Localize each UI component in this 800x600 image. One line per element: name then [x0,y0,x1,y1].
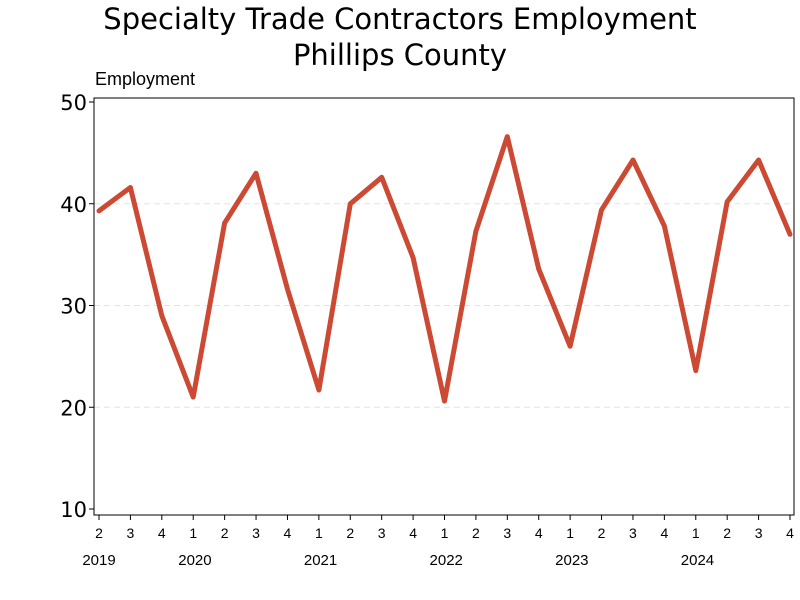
x-tick-label: 1 [692,525,700,541]
y-axis-label: Employment [95,69,195,89]
data-point [505,134,510,139]
x-year-label: 2023 [555,552,588,569]
gridlines [94,203,794,408]
data-point [285,287,290,292]
data-point [662,224,667,229]
x-tick-label: 4 [660,525,668,541]
x-tick-label: 2 [723,525,731,541]
data-point [222,221,227,226]
x-tick-label: 3 [755,525,763,541]
x-tick-label: 1 [441,525,449,541]
x-year-label: 2019 [82,552,115,569]
x-year-label: 2024 [681,552,714,569]
x-tick-label: 3 [503,525,511,541]
x-tick-label: 1 [315,525,323,541]
data-point [254,171,259,176]
x-tick-label: 2 [221,525,229,541]
y-tick-label: 40 [60,193,87,217]
x-year-label: 2022 [430,552,463,569]
y-tick-label: 10 [60,498,87,522]
x-tick-label: 3 [629,525,637,541]
data-point [411,255,416,260]
data-point [128,185,133,190]
chart-title: Specialty Trade Contractors Employment [103,2,697,36]
data-point [379,175,384,180]
data-point [693,368,698,373]
data-point [599,207,604,212]
x-tick-label: 3 [127,525,135,541]
x-tick-label: 3 [378,525,386,541]
x-tick-label: 3 [252,525,260,541]
data-point [756,157,761,162]
chart-title-block: Specialty Trade Contractors Employment P… [0,0,800,73]
data-point [191,395,196,400]
x-tick-label: 4 [409,525,417,541]
series-group [96,134,793,404]
x-tick-label: 2 [598,525,606,541]
data-point [788,232,792,237]
x-axis: 2 3 4 1 2 3 4 1 2 3 4 1 2 3 4 1 2 3 4 1 2 3 4 2019 2020 2021 2022 2… [82,515,794,569]
x-year-label: 2021 [304,552,337,569]
x-tick-label: 4 [786,525,794,541]
data-point [348,201,353,206]
x-tick-label: 4 [284,525,292,541]
x-tick-label: 2 [95,525,103,541]
x-tick-label: 1 [189,525,197,541]
data-point [97,208,101,213]
chart-subtitle: Phillips County [292,38,508,72]
y-tick-label: 20 [60,396,87,420]
data-point [568,344,573,349]
data-point [536,266,541,271]
plot-frame [93,97,795,516]
data-point [630,157,635,162]
data-point [442,399,447,404]
series-line [96,134,793,404]
x-year-label: 2020 [178,552,211,569]
x-tick-label: 2 [472,525,480,541]
data-point [316,387,321,392]
data-point [725,199,730,204]
x-tick-label: 4 [158,525,166,541]
x-tick-label: 4 [535,525,543,541]
y-tick-label: 30 [60,295,87,319]
data-point [159,313,164,318]
x-tick-label: 1 [566,525,574,541]
y-axis: 10 20 30 40 50 [60,91,94,522]
x-tick-label: 2 [346,525,354,541]
data-point [473,229,478,234]
y-tick-label: 50 [60,91,87,115]
